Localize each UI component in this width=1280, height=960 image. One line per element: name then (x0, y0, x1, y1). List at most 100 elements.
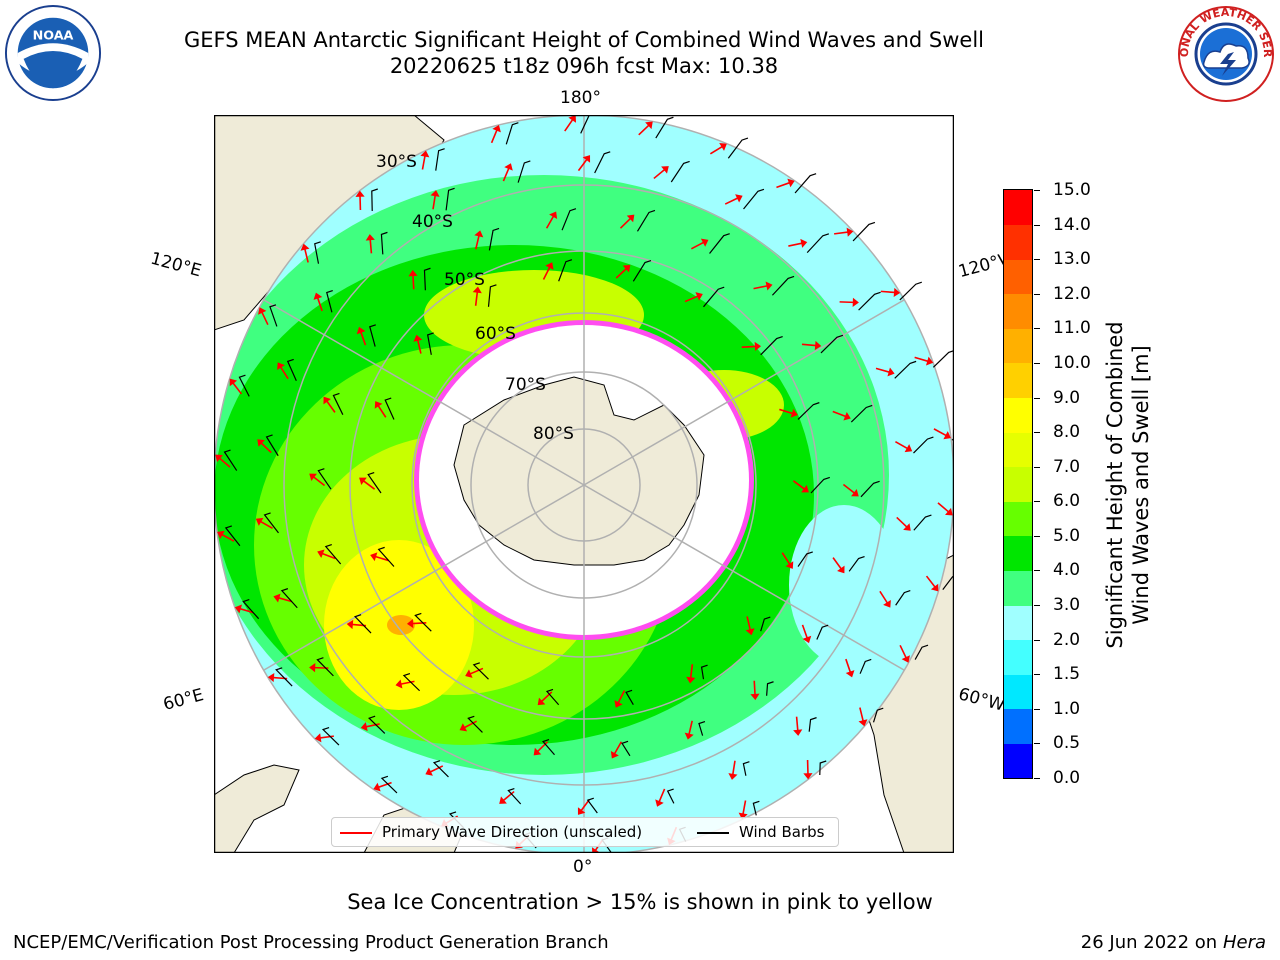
wave-direction-arrow (321, 552, 336, 560)
wind-barb (794, 173, 817, 194)
wave-direction-arrow (753, 680, 756, 695)
wave-direction-arrowhead (234, 604, 243, 614)
wave-direction-arrow (832, 557, 842, 570)
wave-direction-arrowhead (719, 143, 727, 151)
wave-direction-arrowhead (745, 628, 755, 636)
wind-barb (852, 221, 876, 242)
wave-direction-arrow (896, 516, 908, 528)
wind-barb (223, 449, 238, 471)
wave-direction-arrow (326, 400, 336, 413)
wave-direction-arrowhead (852, 297, 859, 307)
colorbar-tick (1034, 778, 1040, 779)
colorbar-segment (1004, 605, 1032, 641)
wave-direction-arrowhead (577, 807, 586, 815)
wind-barb (655, 116, 674, 139)
wave-direction-arrowhead (365, 234, 375, 241)
wave-direction-arrowhead (858, 719, 868, 727)
wave-direction-arrowhead (323, 396, 331, 405)
wind-barb (850, 404, 873, 423)
wind-barb (286, 358, 297, 382)
wave-direction-arrowhead (309, 473, 317, 482)
wave-direction-arrowhead (309, 663, 316, 673)
wave-direction-arrowhead (883, 599, 891, 608)
wind-barb (899, 281, 922, 301)
lat-label-50s: 50°S (444, 270, 485, 290)
wave-direction-arrow (400, 680, 415, 685)
wave-direction-arrow (658, 788, 666, 803)
colorbar-tick-label: 0.0 (1053, 768, 1081, 788)
wind-barb (561, 208, 577, 231)
colorbar-tick (1034, 362, 1040, 364)
lon-label-0: 0° (573, 857, 593, 877)
wave-direction-arrow (613, 741, 623, 755)
wave-direction-arrowhead (661, 166, 669, 174)
wave-direction-arrow (742, 800, 747, 815)
wave-direction-arrowhead (582, 155, 591, 163)
wave-direction-arrowhead (346, 619, 354, 630)
lon-label-60w: 60°W (956, 684, 1007, 716)
colorbar-label: Significant Height of Combined Wind Wave… (1103, 321, 1153, 649)
wave-direction-arrow (788, 242, 803, 247)
wind-barb (636, 209, 656, 232)
wind-barb (872, 707, 884, 723)
wave-direction-arrowhead (313, 292, 323, 300)
wind-barb (317, 468, 332, 490)
wave-direction-arrowhead (610, 750, 619, 759)
colorbar-tick-label: 3.0 (1053, 595, 1081, 616)
footer-branch: NCEP/EMC/Verification Post Processing Pr… (13, 932, 609, 953)
colorbar-tick-label: 1.0 (1053, 698, 1081, 719)
legend-wave-swatch (340, 832, 372, 834)
wave-direction-arrowhead (413, 334, 423, 342)
wave-direction-arrow (875, 367, 890, 373)
wave-direction-arrow (879, 590, 889, 604)
wave-direction-arrow (832, 410, 847, 418)
colorbar-segment (1004, 190, 1032, 226)
wave-direction-arrow (709, 145, 723, 155)
wave-direction-arrow (834, 231, 849, 235)
wave-direction-arrow (895, 440, 908, 450)
legend-wave-label: Primary Wave Direction (unscaled) (382, 823, 643, 841)
wind-barb (426, 332, 434, 355)
wave-direction-arrowhead (887, 367, 895, 377)
colorbar-tick-label: 7.0 (1053, 456, 1081, 477)
wave-direction-arrowhead (851, 488, 859, 497)
wind-barb (914, 644, 929, 660)
wave-direction-arrow (880, 290, 895, 294)
wind-barb (238, 374, 250, 397)
wave-direction-arrowhead (845, 670, 855, 678)
chart-title: GEFS MEAN Antarctic Significant Height o… (183, 28, 985, 52)
wave-direction-arrow (933, 428, 947, 437)
footer-date: 26 Jun 2022 on Hera (1080, 932, 1266, 953)
wave-direction-arrow (232, 382, 243, 395)
wind-barb (423, 267, 431, 291)
wind-barb (580, 115, 590, 134)
wave-direction-arrow (792, 480, 806, 490)
wave-direction-arrow (688, 720, 693, 735)
wind-barb (894, 360, 917, 379)
wave-direction-arrowhead (257, 439, 265, 447)
wind-barb (895, 590, 911, 606)
wave-direction-arrow (365, 723, 380, 728)
wind-barb (670, 160, 690, 183)
wave-direction-arrowhead (925, 356, 934, 366)
wind-barb (316, 657, 334, 677)
lon-label-120e: 120°E (148, 248, 204, 282)
wave-direction-arrow (689, 664, 694, 679)
svg-text:NOAA: NOAA (33, 28, 74, 43)
wave-direction-arrowhead (356, 326, 366, 335)
wave-direction-arrow (619, 217, 632, 229)
wind-barb (760, 336, 783, 356)
colorbar-tick-label: 12.0 (1053, 283, 1091, 304)
wave-direction-arrowhead (790, 408, 798, 418)
colorbar-segment (1004, 639, 1032, 675)
wave-direction-arrowhead (359, 477, 367, 485)
wave-direction-arrowhead (430, 190, 440, 197)
wave-direction-arrow (536, 741, 549, 753)
wave-direction-arrowhead (258, 307, 267, 315)
wave-direction-arrowhead (785, 561, 794, 569)
wave-direction-arrowhead (255, 517, 264, 526)
wave-direction-arrow (899, 644, 907, 659)
wave-direction-arrow (542, 266, 551, 280)
wind-barb (275, 667, 293, 687)
wind-barb (742, 761, 750, 776)
